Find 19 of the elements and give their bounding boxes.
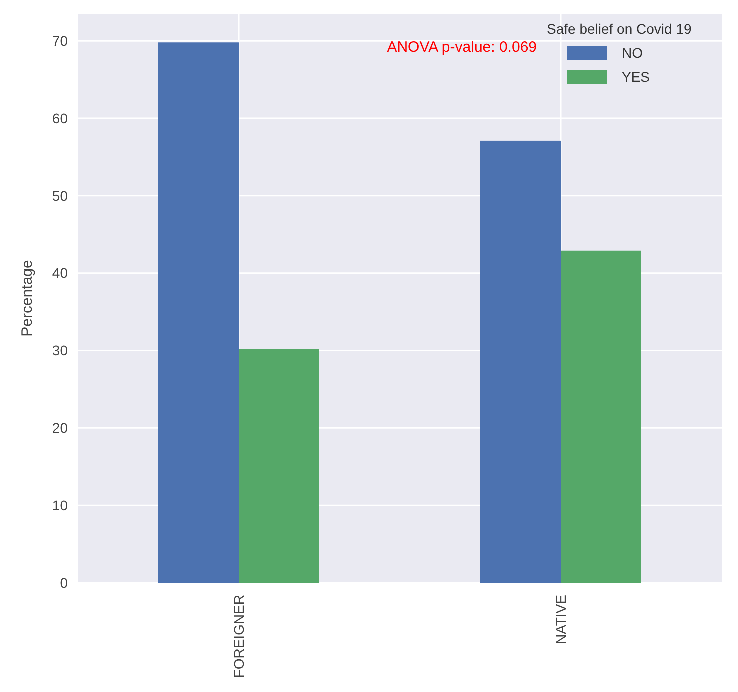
legend-label: NO bbox=[622, 44, 644, 61]
legend-title: Safe belief on Covid 19 bbox=[547, 21, 692, 37]
y-tick-label: 60 bbox=[52, 110, 68, 126]
legend-label: YES bbox=[622, 68, 650, 85]
y-tick-label: 0 bbox=[60, 574, 68, 591]
y-tick-label: 50 bbox=[52, 188, 68, 204]
x-tick-label: NATIVE bbox=[552, 595, 569, 645]
annotation: ANOVA p-value: 0.069 bbox=[387, 39, 537, 56]
x-tick-label: FOREIGNER bbox=[230, 595, 247, 678]
bar bbox=[561, 250, 642, 583]
y-tick-label: 70 bbox=[52, 32, 68, 49]
bar bbox=[480, 140, 561, 583]
y-tick-label: 10 bbox=[52, 497, 68, 514]
bar bbox=[239, 349, 320, 583]
bar bbox=[158, 42, 239, 583]
y-tick-label: 40 bbox=[52, 265, 68, 282]
y-tick-label: 30 bbox=[52, 342, 68, 359]
y-tick-label: 20 bbox=[52, 420, 68, 436]
y-axis-title: Percentage bbox=[19, 260, 36, 337]
